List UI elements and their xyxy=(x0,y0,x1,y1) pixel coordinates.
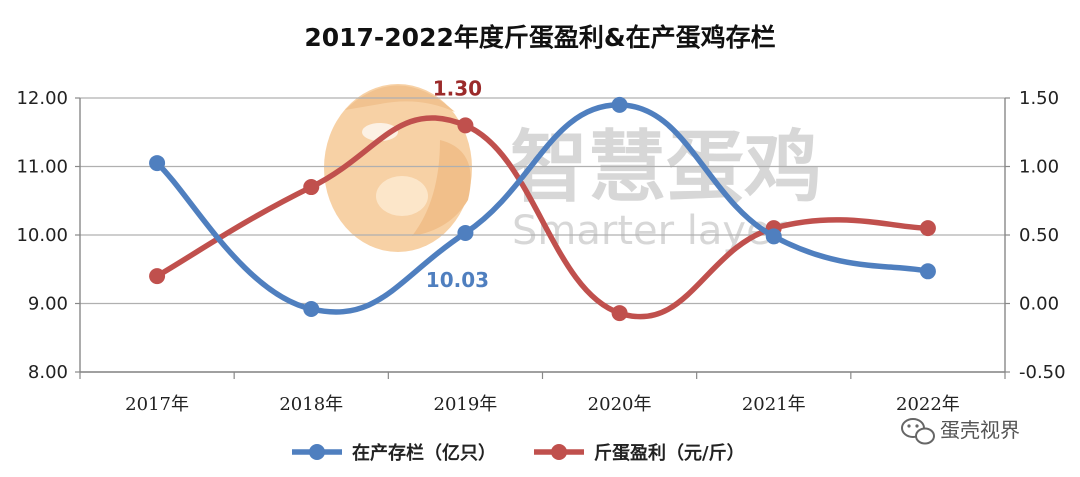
data-point xyxy=(611,96,628,113)
axes: 8.00 -0.50 9.00 0.00 10.00 0.50 11.00 1.00 12.00… xyxy=(16,88,1065,415)
legend-item: 斤蛋盈利（元/斤） xyxy=(534,442,745,464)
chart-title: 2017-2022年度斤蛋盈利&在产蛋鸡存栏 xyxy=(304,23,775,52)
x-tick-label: 2022年 xyxy=(896,394,960,415)
y-right-tick-label: -0.50 xyxy=(1019,362,1066,383)
data-point xyxy=(303,179,320,196)
x-tick-label: 2021年 xyxy=(742,394,806,415)
wechat-icon xyxy=(901,418,935,445)
series-lines xyxy=(149,96,936,322)
data-point xyxy=(611,305,628,322)
legend-marker xyxy=(551,444,567,460)
y-right-tick-label: 1.50 xyxy=(1019,88,1059,109)
data-point xyxy=(149,268,166,285)
x-tick-label: 2020年 xyxy=(588,394,652,415)
y-left-tick-label: 12.00 xyxy=(16,88,68,109)
data-point xyxy=(919,263,936,280)
legend-marker xyxy=(309,444,325,460)
data-point xyxy=(303,300,320,317)
data-point xyxy=(457,117,474,134)
series-inventory xyxy=(149,96,936,317)
y-left-tick-label: 9.00 xyxy=(28,294,68,315)
legend-label: 斤蛋盈利（元/斤） xyxy=(594,442,745,464)
source-text: 蛋壳视界 xyxy=(940,418,1020,442)
x-tick-label: 2018年 xyxy=(279,394,343,415)
y-right-tick-label: 0.00 xyxy=(1019,294,1059,315)
x-tick-label: 2017年 xyxy=(125,394,189,415)
series-profit xyxy=(149,115,936,322)
data-point xyxy=(765,228,782,245)
source-tag: 蛋壳视界 xyxy=(901,418,1020,445)
y-left-tick-label: 11.00 xyxy=(16,157,68,178)
watermark-cn-text: 智慧蛋鸡 xyxy=(510,123,822,213)
x-tick-label: 2019年 xyxy=(434,394,498,415)
watermark: 智慧蛋鸡 Smarter layer xyxy=(324,84,822,254)
y-right-tick-label: 1.00 xyxy=(1019,157,1059,178)
y-left-tick-label: 10.00 xyxy=(16,225,68,246)
data-point xyxy=(149,155,166,172)
data-label: 1.30 xyxy=(433,76,482,100)
legend-item: 在产存栏（亿只） xyxy=(292,442,496,464)
y-right-tick-label: 0.50 xyxy=(1019,225,1059,246)
legend: 在产存栏（亿只） 斤蛋盈利（元/斤） xyxy=(292,442,745,464)
data-point xyxy=(919,220,936,237)
y-left-tick-label: 8.00 xyxy=(28,362,68,383)
annotations: 1.30 10.03 xyxy=(426,76,489,292)
data-label: 10.03 xyxy=(426,268,489,292)
chicken-logo-icon xyxy=(324,84,472,252)
data-point xyxy=(457,224,474,241)
legend-label: 在产存栏（亿只） xyxy=(352,442,496,464)
